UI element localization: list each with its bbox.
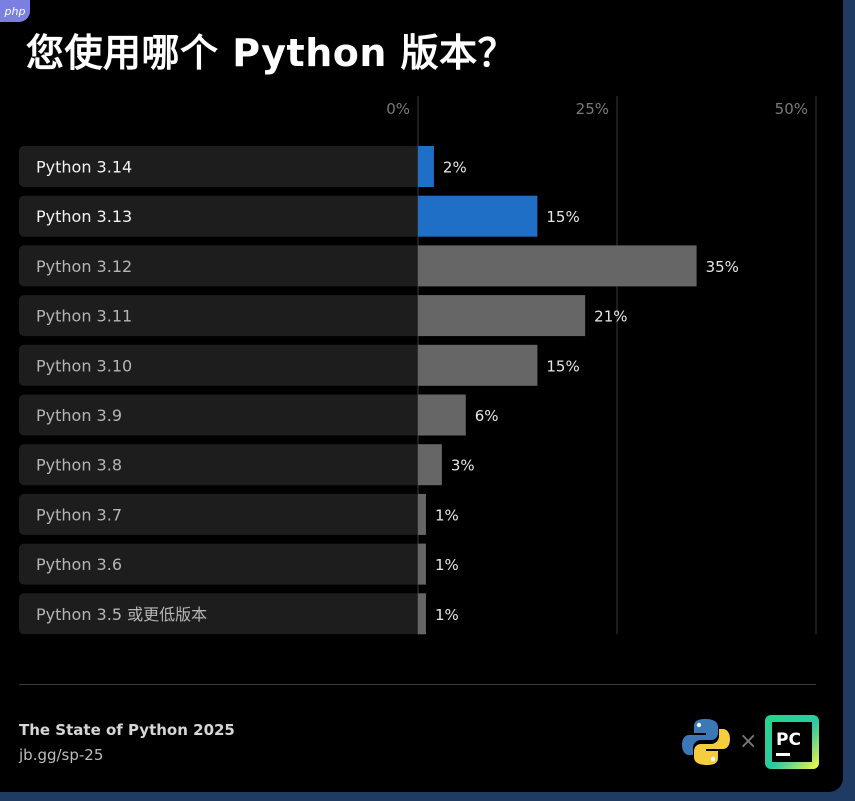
php-logo: php [0,0,30,22]
row-background [19,444,424,486]
row-background [19,593,424,635]
data-label: 1% [435,506,459,524]
row-background [19,394,424,436]
survey-card: php 您使用哪个 Python 版本？ 0% 25% 50% Python 3.14… [0,0,843,792]
tick-label: 0% [386,100,410,118]
footer-title: The State of Python 2025 [19,721,235,739]
row-background [19,344,424,386]
bar [418,493,426,535]
page-title: 您使用哪个 Python 版本？ [26,31,517,75]
row-background [19,245,424,287]
data-label: 2% [443,159,467,177]
category-label: Python 3.14 [36,158,132,177]
data-label: 21% [594,308,627,326]
data-label: 1% [435,606,459,624]
footer-link[interactable]: jb.gg/sp-25 [19,746,104,764]
separator-icon: × [739,729,758,754]
row-background [19,543,424,585]
row-background [19,295,424,337]
row-background [19,493,424,535]
data-label: 1% [435,556,459,574]
tick-label: 50% [775,100,808,118]
bar [418,295,586,337]
python-logo-icon [682,719,730,765]
category-label: Python 3.8 [36,456,122,475]
category-label: Python 3.9 [36,406,122,425]
data-label: 35% [706,258,739,276]
data-label: 3% [451,457,475,475]
row-background [19,146,424,187]
bar [418,195,538,237]
bar [418,245,697,287]
category-label: Python 3.5 或更低版本 [36,605,207,624]
tick-label: 25% [576,100,609,118]
bar [418,394,466,436]
data-label: 15% [546,357,579,375]
category-label: Python 3.13 [36,207,132,226]
data-label: 15% [546,208,579,226]
category-label: Python 3.7 [36,505,122,524]
bar [418,146,434,187]
pycharm-logo-icon: PC [765,715,819,769]
category-label: Python 3.12 [36,257,132,276]
bar [418,593,426,635]
row-background [19,195,424,237]
category-label: Python 3.11 [36,307,132,326]
bar [418,444,442,486]
bar [418,543,426,585]
svg-text:PC: PC [776,730,801,750]
bar [418,344,538,386]
version-bar-chart: 0% 25% 50% Python 3.14 2% Python 3.13 15% Pytho… [19,96,817,635]
category-label: Python 3.6 [36,555,122,574]
category-label: Python 3.10 [36,356,132,375]
footer-divider [19,684,816,685]
data-label: 6% [475,407,499,425]
